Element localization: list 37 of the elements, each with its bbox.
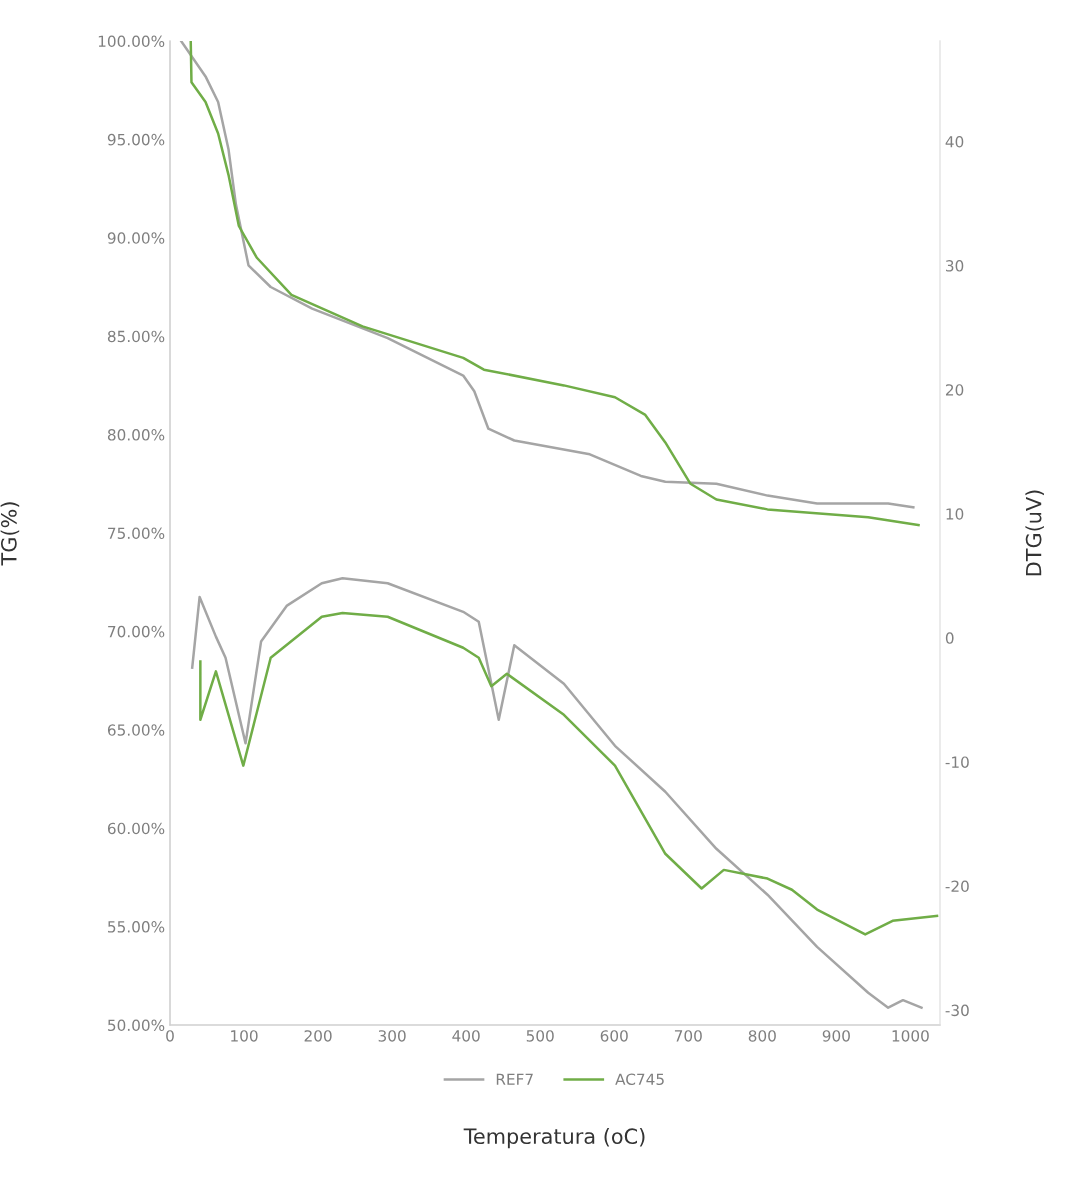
y2-tick-label: 20 [945,384,964,396]
y-tick-label: 55.00% [108,921,165,933]
x-tick-label: 600 [600,1030,628,1042]
line-series [199,611,939,936]
x-tick-label: 400 [452,1030,480,1042]
y-tick-label: 90.00% [107,232,165,244]
y-tick-label: 65.00% [107,724,165,736]
legend-label: AC745 [615,1073,664,1086]
x-tick-label: 100 [231,1030,258,1042]
y2-tick-label: -30 [945,1004,969,1017]
y2-tick-label: 0 [945,632,954,644]
x-tick-label: 500 [526,1030,554,1042]
y-axis-title: TG(%) [0,502,20,566]
y-tick-label: 50.00% [108,1019,165,1032]
y2-tick-label: 40 [945,135,964,148]
x-axis-title: Temperatura (oC) [463,1128,645,1149]
y2-tick-label: -10 [945,756,969,768]
y2-tick-label: 10 [946,508,964,520]
y-tick-label: 60.00% [107,822,165,835]
x-tick-label: 800 [748,1030,776,1042]
y-tick-label: 95.00% [107,133,165,146]
y-tick-label: 80.00% [107,429,165,441]
y-tick-label: 85.00% [107,330,165,343]
x-tick-label: 200 [304,1030,332,1042]
legend-label: REF7 [496,1073,533,1085]
y2-tick-label: -20 [945,880,969,893]
line-series [190,577,923,1009]
x-tick-label: 0 [166,1030,174,1042]
x-tick-label: 1000 [892,1030,929,1042]
x-tick-label: 300 [378,1030,406,1042]
y-tick-label: 75.00% [108,527,165,540]
y-tick-label: 70.00% [108,625,165,638]
x-tick-label: 700 [674,1030,702,1042]
y2-axis-title: DTG(uV) [1025,490,1044,576]
y-tick-label: 100.00% [98,35,165,48]
y2-tick-label: 30 [946,260,964,272]
x-tick-label: 900 [822,1030,850,1042]
